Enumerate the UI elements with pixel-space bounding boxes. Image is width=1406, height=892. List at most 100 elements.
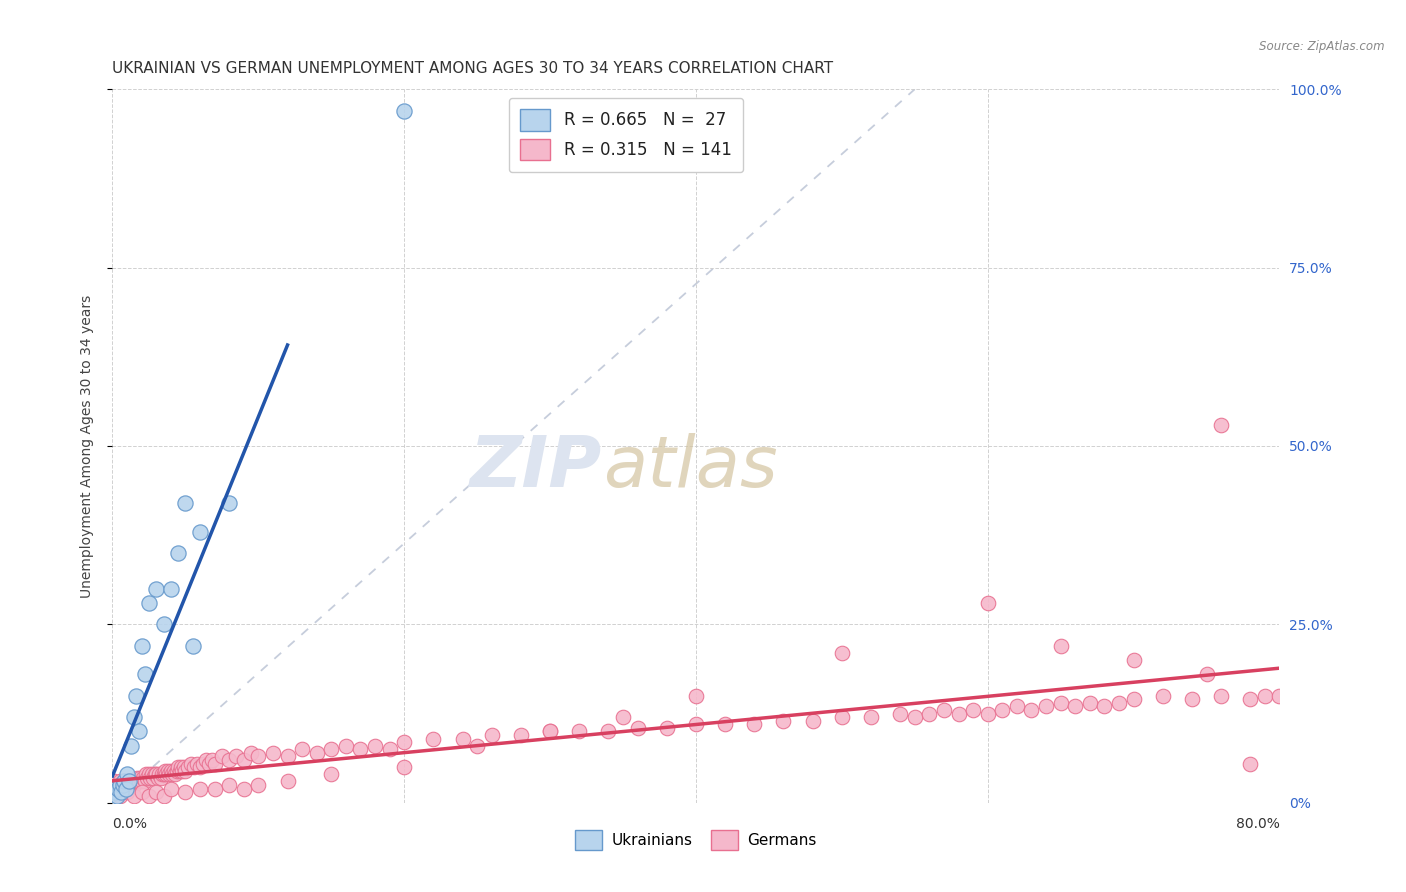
Point [291, 742, 314, 756]
Point [538, 724, 561, 739]
Point [772, 714, 794, 728]
Text: 80.0%: 80.0% [1236, 817, 1279, 831]
Point [321, 742, 343, 756]
Point [157, 767, 180, 781]
Point [188, 760, 211, 774]
Point [107, 781, 129, 796]
Point [481, 728, 503, 742]
Point [276, 749, 298, 764]
Point [1254, 689, 1277, 703]
Point [152, 617, 174, 632]
Point [538, 724, 561, 739]
Point [120, 739, 142, 753]
Point [169, 764, 191, 778]
Point [422, 731, 444, 746]
Point [124, 778, 146, 792]
Point [153, 764, 176, 778]
Point [349, 742, 371, 756]
Point [1021, 703, 1043, 717]
Text: atlas: atlas [603, 433, 778, 502]
Point [1035, 699, 1057, 714]
Point [105, 778, 128, 792]
Point [138, 789, 160, 803]
Point [247, 749, 270, 764]
Point [135, 767, 157, 781]
Point [172, 764, 194, 778]
Point [156, 764, 179, 778]
Point [160, 582, 183, 596]
Point [991, 703, 1014, 717]
Point [860, 710, 883, 724]
Point [976, 706, 998, 721]
Point [305, 746, 328, 760]
Point [186, 756, 208, 771]
Point [112, 774, 135, 789]
Point [111, 778, 134, 792]
Point [160, 764, 183, 778]
Point [131, 774, 153, 789]
Point [110, 778, 132, 792]
Point [131, 639, 153, 653]
Point [122, 774, 145, 789]
Point [180, 756, 202, 771]
Point [103, 774, 125, 789]
Point [1122, 692, 1144, 706]
Point [127, 771, 149, 785]
Point [174, 785, 197, 799]
Point [108, 778, 131, 792]
Point [125, 774, 148, 789]
Point [1049, 696, 1071, 710]
Point [225, 749, 247, 764]
Point [114, 778, 136, 792]
Text: 0.0%: 0.0% [112, 817, 148, 831]
Point [831, 710, 853, 724]
Text: UKRAINIAN VS GERMAN UNEMPLOYMENT AMONG AGES 30 TO 34 YEARS CORRELATION CHART: UKRAINIAN VS GERMAN UNEMPLOYMENT AMONG A… [112, 61, 834, 76]
Point [124, 789, 146, 803]
Point [204, 756, 226, 771]
Point [714, 717, 737, 731]
Point [141, 767, 163, 781]
Point [612, 710, 634, 724]
Point [191, 756, 214, 771]
Point [1239, 756, 1261, 771]
Point [1005, 699, 1028, 714]
Legend: Ukrainians, Germans: Ukrainians, Germans [569, 824, 823, 855]
Point [145, 785, 167, 799]
Point [134, 774, 156, 789]
Point [138, 767, 160, 781]
Point [465, 739, 488, 753]
Point [211, 749, 233, 764]
Point [183, 760, 205, 774]
Point [394, 735, 416, 749]
Point [163, 764, 186, 778]
Point [262, 746, 284, 760]
Point [188, 524, 211, 539]
Point [568, 724, 591, 739]
Point [194, 753, 217, 767]
Point [918, 706, 941, 721]
Point [394, 760, 416, 774]
Point [142, 771, 165, 785]
Point [128, 774, 150, 789]
Point [889, 706, 911, 721]
Point [167, 546, 190, 560]
Point [948, 706, 970, 721]
Point [218, 496, 240, 510]
Point [136, 771, 159, 785]
Point [276, 774, 298, 789]
Point [150, 767, 173, 781]
Point [364, 739, 387, 753]
Point [655, 721, 678, 735]
Point [378, 742, 401, 756]
Point [801, 714, 824, 728]
Point [146, 771, 169, 785]
Point [321, 767, 343, 781]
Point [129, 771, 152, 785]
Point [962, 703, 984, 717]
Point [165, 767, 187, 781]
Point [598, 724, 620, 739]
Point [162, 767, 184, 781]
Point [124, 710, 146, 724]
Point [110, 785, 132, 799]
Point [904, 710, 927, 724]
